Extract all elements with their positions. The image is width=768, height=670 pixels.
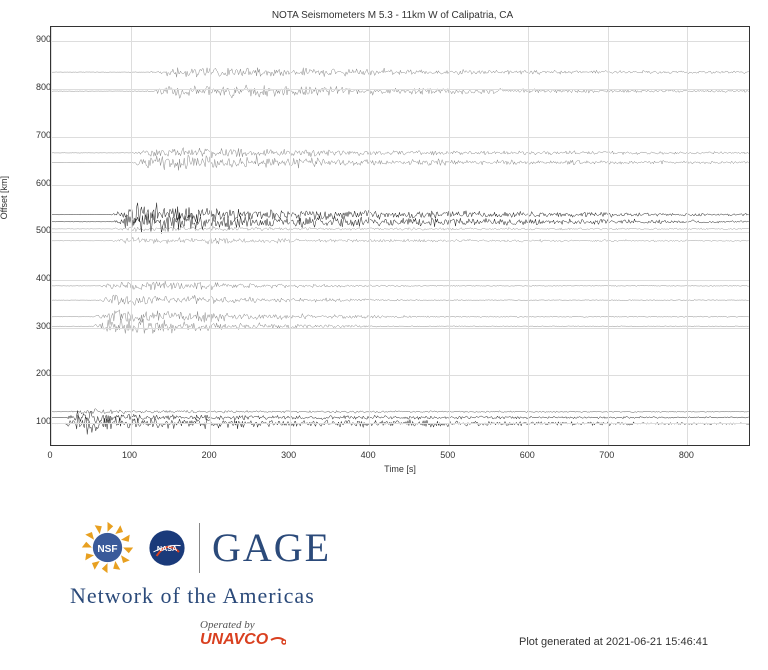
y-tick: 500 bbox=[21, 225, 51, 235]
x-tick: 600 bbox=[512, 450, 542, 460]
gage-title: GAGE bbox=[212, 524, 331, 571]
x-tick: 300 bbox=[274, 450, 304, 460]
unavco-logo-text: UNAVCO bbox=[200, 631, 268, 649]
x-tick: 100 bbox=[115, 450, 145, 460]
y-tick: 600 bbox=[21, 178, 51, 188]
x-tick: 400 bbox=[353, 450, 383, 460]
y-tick: 700 bbox=[21, 130, 51, 140]
x-axis-label: Time [s] bbox=[50, 464, 750, 474]
y-tick: 800 bbox=[21, 82, 51, 92]
plot-timestamp: Plot generated at 2021-06-21 15:46:41 bbox=[519, 636, 708, 648]
seismogram-chart: NOTA Seismometers M 5.3 - 11km W of Cali… bbox=[30, 10, 755, 470]
y-tick: 200 bbox=[21, 368, 51, 378]
y-axis-label: Offset [km] bbox=[0, 176, 9, 219]
nota-subtitle: Network of the Americas bbox=[70, 583, 768, 609]
unavco-swoosh-icon bbox=[270, 634, 286, 646]
nsf-logo-icon: NSF bbox=[80, 520, 135, 575]
y-tick: 900 bbox=[21, 34, 51, 44]
operated-label: Operated by bbox=[200, 619, 255, 631]
y-tick: 300 bbox=[21, 321, 51, 331]
logo-divider bbox=[199, 523, 200, 573]
logo-row: NSF NASA GAGE bbox=[80, 520, 768, 575]
nasa-text: NASA bbox=[157, 544, 177, 553]
y-tick: 400 bbox=[21, 273, 51, 283]
nasa-logo-icon: NASA bbox=[147, 528, 187, 568]
x-tick: 0 bbox=[35, 450, 65, 460]
chart-title: NOTA Seismometers M 5.3 - 11km W of Cali… bbox=[30, 10, 755, 21]
x-tick: 200 bbox=[194, 450, 224, 460]
x-tick: 800 bbox=[671, 450, 701, 460]
x-tick: 700 bbox=[592, 450, 622, 460]
footer: NSF NASA GAGE Network of the Americas Op… bbox=[0, 500, 768, 670]
plot-area bbox=[50, 26, 750, 446]
y-tick: 100 bbox=[21, 416, 51, 426]
x-tick: 500 bbox=[433, 450, 463, 460]
operated-row: Operated by bbox=[200, 619, 768, 631]
nsf-text: NSF bbox=[97, 544, 117, 555]
